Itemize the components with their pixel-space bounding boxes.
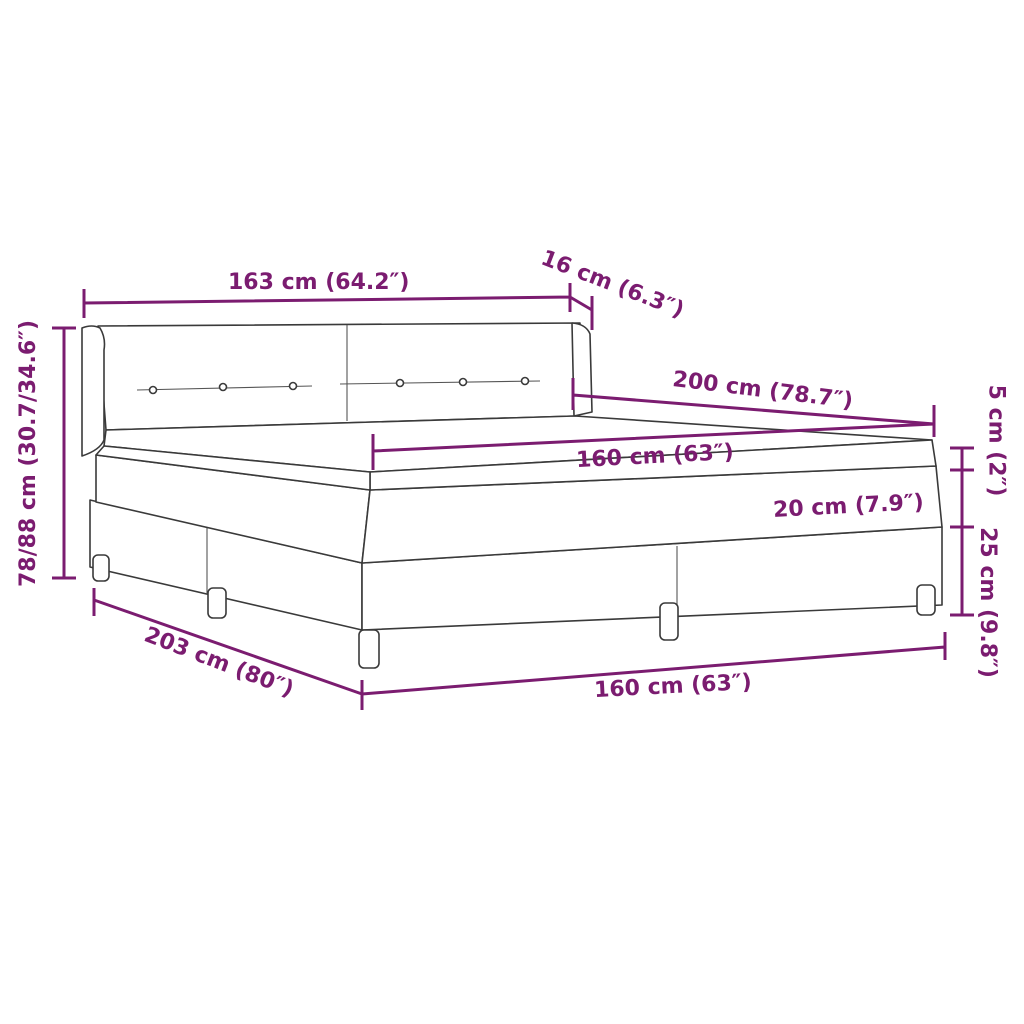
- leg: [207, 587, 227, 619]
- headboard-width-label: 163 cm (64.2″): [228, 270, 410, 295]
- leg: [358, 629, 380, 669]
- leg: [916, 584, 936, 616]
- headboard-right-wing: [571, 322, 593, 417]
- tufted-buttons: [136, 376, 541, 395]
- total-height-label: 78/88 cm (30.7/34.6″): [16, 319, 42, 588]
- dimension-lines: [52, 283, 974, 710]
- base-height-label: 25 cm (9.8″): [974, 527, 1000, 678]
- topper-height-label: 5 cm (2″): [983, 384, 1009, 497]
- topper-side: [95, 445, 371, 491]
- headboard-left-wing: [81, 325, 106, 457]
- leg: [92, 554, 110, 582]
- leg: [659, 602, 679, 641]
- headboard: [97, 322, 581, 431]
- bed-illustration: [81, 322, 943, 669]
